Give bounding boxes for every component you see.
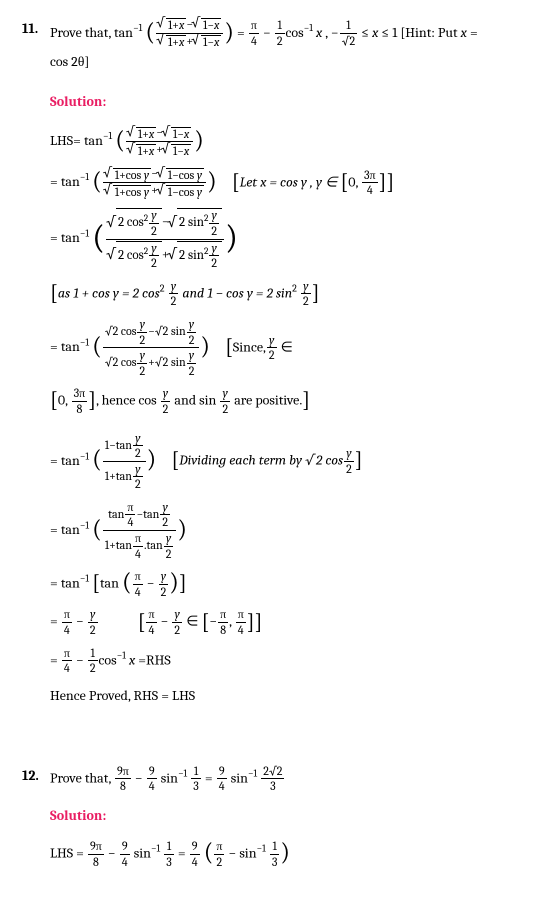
p11-step-half-angle: = tan−1 ( 2 cos2y2−2 sin2y2 2 cos2y2+2 s…	[22, 208, 511, 269]
lhs-label-12: LHS =	[50, 845, 84, 862]
p11-step-sub-y: = tan−1 ( 1+cos y−1−cos y 1+cos y+1−cos …	[22, 167, 511, 198]
p11-step-div: = tan−1 ( 1−tany2 1+tany2 ) [Dividing ea…	[22, 432, 511, 491]
prove-label: Prove that,	[50, 24, 114, 41]
since-a: Since,	[233, 338, 266, 355]
problem-12-number: 12.	[22, 765, 50, 787]
p11-step-tanpi4: = tan−1 ( tanπ4−tany2 1+tanπ4.tany2 )	[22, 501, 511, 560]
let-note: Let x = cos y , y ∈	[240, 173, 338, 190]
p11-step-pi4-y2: = π4 − y2 [π4 − y2 ∈ [−π8, π4]]	[22, 608, 511, 636]
p11-step-tan-inv: = tan−1 [tan (π4 − y2)]	[22, 570, 511, 598]
p11-as-note: [as 1 + cos y = 2 cos2 y2 and 1 − cos y …	[22, 280, 511, 308]
problem-12-statement: 12. Prove that, 9π8 − 94 sin−1 13 = 94 s…	[22, 765, 511, 793]
p12-step-lhs: LHS = 9π8 − 94 sin−1 13 = 94 (π2 − sin−1…	[22, 840, 511, 868]
lhs-label: LHS=	[50, 132, 81, 149]
problem-11-number: 11.	[22, 18, 50, 40]
spacer	[22, 717, 511, 765]
problem-11-statement: 11. Prove that, tan−1 ( 1+x−1−x 1+x+1−x …	[22, 18, 511, 49]
problem-12-text: Prove that, 9π8 − 94 sin−1 13 = 94 sin−1…	[50, 765, 511, 793]
p11-step-lhs: LHS= tan−1 ( 1+x−1−x 1+x+1−x )	[22, 126, 511, 157]
as-note-b: and 1 − cos y = 2 sin	[182, 284, 292, 301]
since-b: , hence	[96, 392, 138, 409]
p11-since-cont: [0, 3π8], hence cos y2 and sin y2 are po…	[22, 387, 511, 415]
since-c: are positive.	[231, 392, 302, 409]
p11-hence: Hence Proved, RHS = LHS	[22, 685, 511, 707]
prove-label-12: Prove that,	[50, 769, 114, 786]
problem-11-hint-cont: cos 2θ]	[22, 51, 511, 73]
p11-step-final: = π4 − 12cos−1 x =RHS	[22, 647, 511, 675]
p11-step-sqrt2: = tan−1 ( √2 cosy2−√2 siny2 √2 cosy2+√2 …	[22, 318, 511, 377]
rhs-eq: =RHS	[135, 651, 171, 668]
solution-11-label: Solution:	[22, 91, 511, 113]
solution-12-label: Solution:	[22, 805, 511, 827]
range-note: ∈	[186, 613, 198, 630]
div-note: Dividing each term by √2 cos	[179, 451, 343, 468]
as-note-a: as 1 + cos y = 2 cos	[58, 284, 160, 301]
problem-11-text: Prove that, tan−1 ( 1+x−1−x 1+x+1−x ) = …	[50, 18, 511, 49]
